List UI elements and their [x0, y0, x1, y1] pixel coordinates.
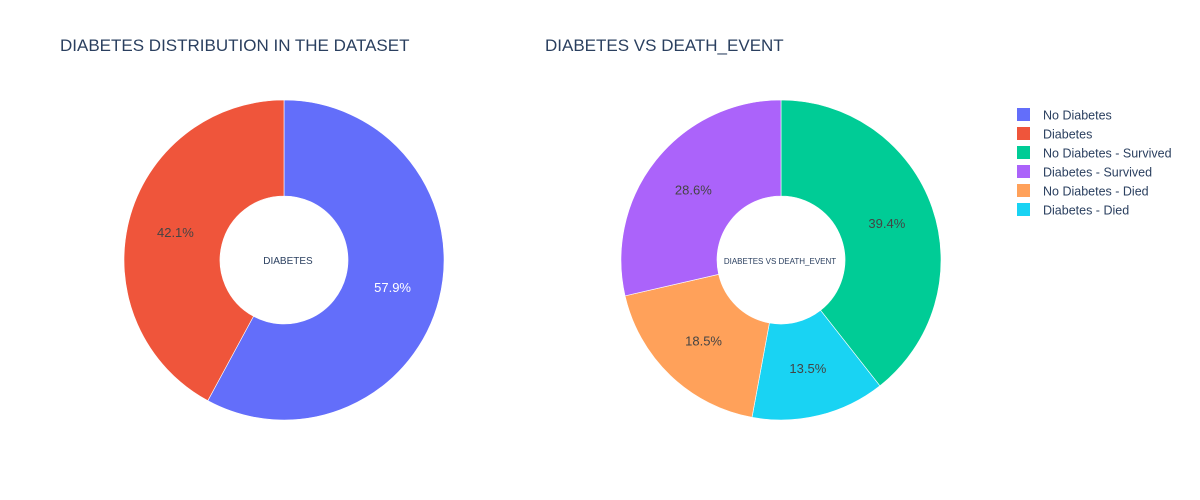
legend-item[interactable]: No Diabetes - Survived [1017, 146, 1172, 161]
chart-2-slice-3[interactable] [624, 273, 770, 418]
legend-label: Diabetes - Died [1043, 204, 1129, 218]
legend-item[interactable]: Diabetes - Survived [1017, 165, 1152, 180]
chart-2-center-label: DIABETES VS DEATH_EVENT [724, 257, 836, 266]
chart-1-slice-2[interactable] [123, 99, 285, 402]
pie-chart-2: 39.4% 13.5% 18.5% 28.6% [620, 99, 942, 421]
chart-1-slice-1-label: 57.9% [374, 280, 411, 295]
chart-1-center-label: DIABETES [263, 256, 313, 267]
legend-swatch [1017, 203, 1030, 216]
chart-1-slice-1[interactable] [207, 99, 445, 421]
legend-item[interactable]: Diabetes - Died [1017, 203, 1129, 218]
legend-label: No Diabetes - Died [1043, 185, 1149, 199]
chart-1-title: DIABETES DISTRIBUTION IN THE DATASET [60, 36, 410, 55]
legend-item[interactable]: No Diabetes - Died [1017, 184, 1149, 199]
legend-label: Diabetes - Survived [1043, 166, 1152, 180]
chart-2-slice-2-label: 13.5% [789, 361, 826, 376]
legend-label: Diabetes [1043, 128, 1092, 142]
chart-2-slice-4[interactable] [620, 99, 782, 297]
chart-1-slice-2-label: 42.1% [157, 225, 194, 240]
chart-2-slice-1-label: 39.4% [868, 216, 905, 231]
legend-label: No Diabetes [1043, 109, 1112, 123]
pie-chart-1: 57.9% 42.1% [123, 99, 445, 421]
chart-2-title: DIABETES VS DEATH_EVENT [545, 36, 784, 55]
chart-2-slice-4-label: 28.6% [675, 183, 712, 198]
legend-item[interactable]: No Diabetes [1017, 108, 1112, 123]
chart-2-slice-1[interactable] [780, 99, 942, 387]
legend-swatch [1017, 108, 1030, 121]
legend-swatch [1017, 146, 1030, 159]
legend-label: No Diabetes - Survived [1043, 147, 1172, 161]
legend-swatch [1017, 127, 1030, 140]
legend-item[interactable]: Diabetes [1017, 127, 1092, 142]
legend-swatch [1017, 165, 1030, 178]
legend-swatch [1017, 184, 1030, 197]
legend: No Diabetes Diabetes No Diabetes - Survive… [1017, 108, 1172, 218]
chart-2-slice-3-label: 18.5% [685, 333, 722, 348]
